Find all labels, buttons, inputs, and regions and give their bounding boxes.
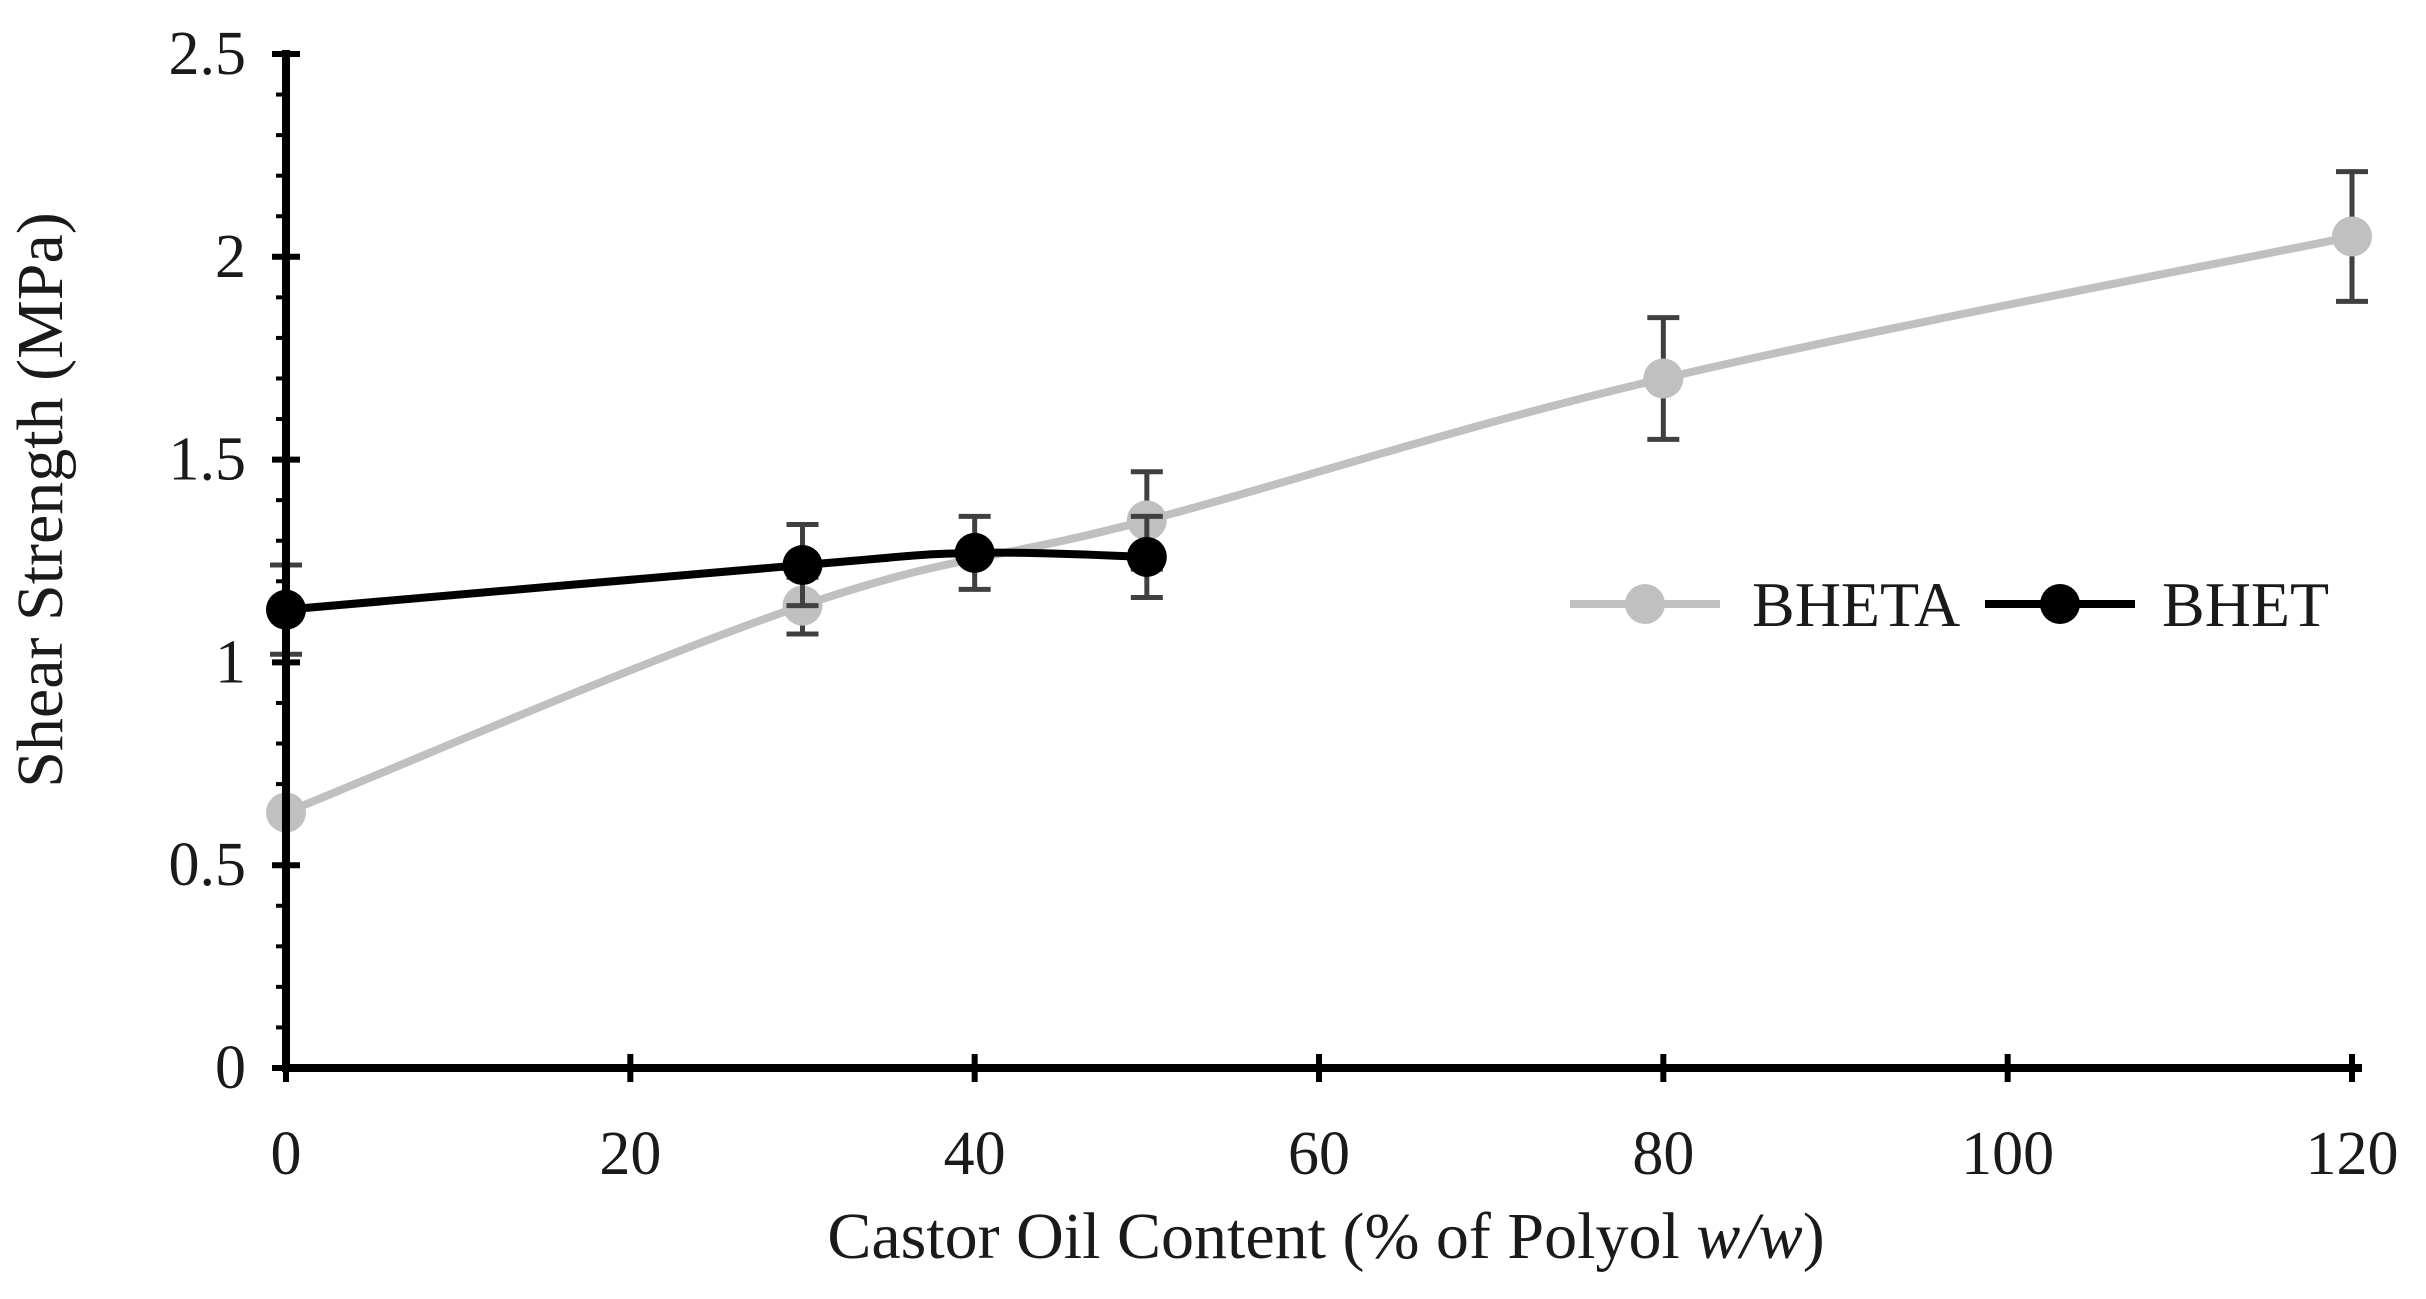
legend: BHETA BHET xyxy=(1570,569,2329,640)
series-layer xyxy=(266,169,2372,833)
data-point-bheta xyxy=(1643,358,1684,399)
y-tick-label: 2.5 xyxy=(169,20,247,88)
data-point-bhet xyxy=(782,545,823,586)
data-point-bheta xyxy=(2332,216,2372,257)
x-tick-label: 0 xyxy=(271,1120,302,1188)
legend-item-bhet: BHET xyxy=(1985,569,2329,640)
x-tick-label: 40 xyxy=(944,1120,1006,1188)
y-tick-label: 1.5 xyxy=(169,426,247,494)
legend-label: BHET xyxy=(2162,569,2329,640)
legend-swatch-marker xyxy=(1625,584,1665,624)
series-line-bheta xyxy=(284,232,2353,817)
x-axis-title-suffix: ) xyxy=(1803,1200,1825,1273)
data-point-bhet xyxy=(1126,536,1167,577)
x-tick-label: 120 xyxy=(2306,1120,2399,1188)
series-bheta xyxy=(266,169,2372,833)
data-point-bhet xyxy=(954,532,995,573)
series-line-bhet xyxy=(285,548,1147,614)
axes-layer xyxy=(282,50,2362,1072)
series-bhet xyxy=(266,513,1167,657)
legend-swatch-marker xyxy=(2040,584,2080,624)
x-tick-label: 20 xyxy=(599,1120,661,1188)
x-axis-title-italic: w/w xyxy=(1696,1200,1802,1273)
y-ticks: 0 0.5 1 1.5 2 2.5 xyxy=(169,20,300,1102)
x-tick-label: 80 xyxy=(1632,1120,1694,1188)
x-axis-title-main: Castor Oil Content (% of Polyol xyxy=(827,1200,1696,1273)
y-tick-label: 0.5 xyxy=(169,831,247,899)
legend-item-bheta: BHETA xyxy=(1570,569,1960,640)
x-ticks: 0 20 40 60 80 100 120 xyxy=(271,1054,2399,1188)
x-tick-label: 60 xyxy=(1288,1120,1350,1188)
x-axis-title: Castor Oil Content (% of Polyol w/w) xyxy=(827,1200,1824,1273)
y-tick-label: 1 xyxy=(215,628,246,696)
y-tick-label: 0 xyxy=(215,1034,246,1102)
y-tick-label: 2 xyxy=(215,223,246,291)
legend-label: BHETA xyxy=(1752,569,1960,640)
x-tick-label: 100 xyxy=(1961,1120,2054,1188)
y-axis-title: Shear Strength (MPa) xyxy=(4,212,77,788)
